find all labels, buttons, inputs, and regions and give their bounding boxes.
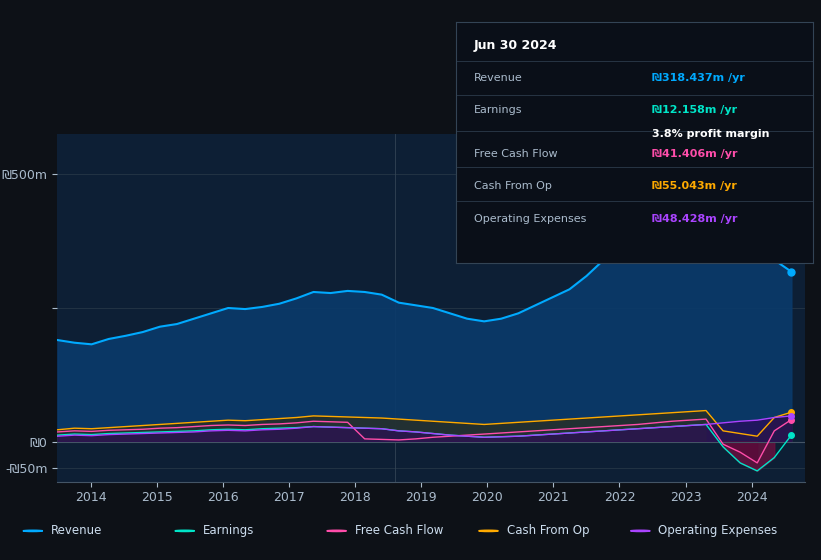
Circle shape [327,530,346,531]
Text: Operating Expenses: Operating Expenses [658,524,777,538]
Circle shape [631,530,650,531]
Circle shape [175,530,195,531]
Text: Revenue: Revenue [474,73,522,83]
Text: ₪48.428m /yr: ₪48.428m /yr [652,214,737,223]
Text: ₪318.437m /yr: ₪318.437m /yr [652,73,745,83]
Text: Jun 30 2024: Jun 30 2024 [474,39,557,52]
Text: Cash From Op: Cash From Op [474,181,552,191]
Circle shape [23,530,43,531]
Text: Free Cash Flow: Free Cash Flow [474,148,557,158]
Text: 3.8% profit margin: 3.8% profit margin [652,129,769,139]
Text: Earnings: Earnings [474,105,522,115]
Text: Revenue: Revenue [51,524,103,538]
Text: ₪12.158m /yr: ₪12.158m /yr [652,105,737,115]
Text: Cash From Op: Cash From Op [507,524,589,538]
Text: ₪41.406m /yr: ₪41.406m /yr [652,148,737,158]
Circle shape [479,530,498,531]
Text: Operating Expenses: Operating Expenses [474,214,586,223]
Text: Free Cash Flow: Free Cash Flow [355,524,443,538]
Text: ₪55.043m /yr: ₪55.043m /yr [652,181,737,191]
Text: Earnings: Earnings [203,524,255,538]
